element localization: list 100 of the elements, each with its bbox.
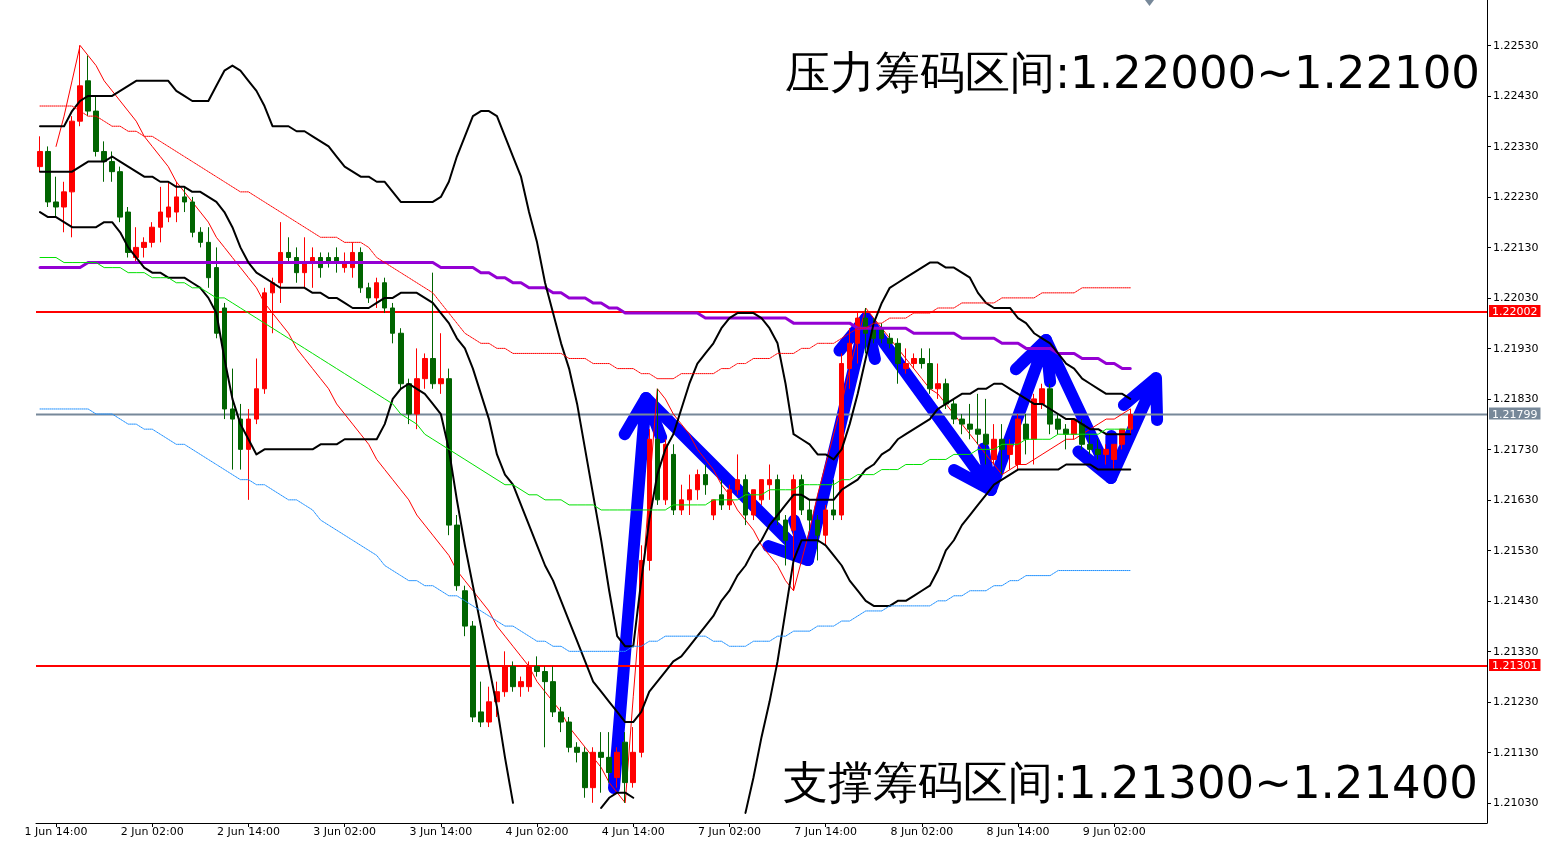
- y-tick-label: 1.22430: [1493, 89, 1539, 103]
- candlestick: [703, 464, 708, 496]
- candlestick: [943, 378, 949, 410]
- candlestick: [919, 347, 925, 370]
- y-tick-label: 1.21430: [1493, 594, 1539, 608]
- candlestick: [1039, 383, 1045, 410]
- y-tick-label: 1.21730: [1493, 442, 1539, 456]
- candlestick: [935, 363, 941, 400]
- candlestick: [991, 423, 997, 466]
- candlestick: [735, 453, 740, 496]
- candlestick: [1031, 393, 1037, 466]
- candlestick: [486, 686, 492, 728]
- candlestick: [109, 150, 115, 183]
- candlestick: [751, 489, 756, 521]
- candlestick: [711, 499, 716, 521]
- candlestick: [182, 186, 187, 213]
- y-tick-label: 1.21130: [1493, 745, 1539, 759]
- candlestick: [999, 423, 1005, 476]
- candlestick: [470, 620, 476, 723]
- y-tick-label: 1.21030: [1493, 796, 1539, 810]
- candlestick: [101, 140, 107, 183]
- candlestick: [190, 196, 195, 238]
- y-tick-label: 1.22230: [1493, 190, 1539, 204]
- candlestick: [398, 327, 404, 390]
- candlestick: [478, 681, 484, 728]
- candlestick: [687, 474, 692, 516]
- candlestick: [927, 347, 933, 395]
- candlestick: [951, 398, 957, 425]
- x-tick-label: 4 Jun 14:00: [601, 825, 665, 838]
- x-tick-label: 2 Jun 02:00: [120, 825, 184, 838]
- candlestick: [510, 660, 516, 693]
- x-tick-label: 9 Jun 02:00: [1082, 825, 1146, 838]
- candlestick: [1111, 443, 1117, 471]
- candlestick: [1087, 433, 1093, 455]
- candlestick: [558, 706, 564, 733]
- candlestick: [1095, 438, 1101, 460]
- candlestick: [374, 277, 379, 309]
- x-tick-label: 4 Jun 02:00: [505, 825, 569, 838]
- candlestick: [1023, 413, 1029, 455]
- candlestick: [166, 181, 171, 223]
- candlestick: [69, 115, 75, 238]
- candlestick: [975, 393, 981, 445]
- candlestick: [630, 726, 636, 789]
- candlestick: [887, 332, 893, 349]
- x-tick-label: 2 Jun 14:00: [216, 825, 280, 838]
- candlestick: [422, 352, 428, 390]
- candlestick: [1007, 438, 1013, 471]
- line-series: [39, 257, 1131, 511]
- ref-line-label: 1.22002: [1492, 305, 1538, 319]
- candlestick: [598, 731, 604, 794]
- candlestick: [895, 337, 901, 385]
- candlestick: [414, 347, 420, 430]
- candlestick: [550, 665, 556, 718]
- x-tick-label: 7 Jun 02:00: [697, 825, 761, 838]
- y-tick-label: 1.21230: [1493, 695, 1539, 709]
- candlestick: [783, 514, 788, 566]
- candlestick: [198, 226, 203, 248]
- candlestick: [614, 746, 620, 789]
- candlestick: [1063, 423, 1069, 450]
- line-series: [39, 408, 1131, 652]
- candlestick: [406, 378, 412, 425]
- candlestick: [358, 246, 363, 294]
- candlestick: [382, 277, 387, 314]
- y-tick-label: 1.22530: [1493, 38, 1539, 52]
- x-tick-label: 3 Jun 02:00: [313, 825, 377, 838]
- candlestick: [446, 368, 452, 536]
- x-tick-label: 7 Jun 14:00: [794, 825, 858, 838]
- candlestick: [45, 145, 51, 208]
- ref-line-label: 1.21301: [1492, 658, 1538, 672]
- candlestick: [663, 438, 668, 506]
- candlestick: [534, 655, 540, 678]
- candlestick: [61, 181, 67, 233]
- candlestick: [1103, 443, 1109, 466]
- y-tick-label: 1.21630: [1493, 493, 1539, 507]
- candlestick: [1047, 383, 1053, 435]
- candlestick: [518, 676, 524, 698]
- candlestick: [695, 469, 700, 501]
- candlestick: [622, 731, 628, 804]
- candlestick: [302, 236, 307, 289]
- line-series: [38, 261, 1132, 371]
- candlestick: [566, 716, 572, 753]
- candlestick: [85, 55, 91, 117]
- y-tick-label: 1.21930: [1493, 341, 1539, 355]
- candlestick: [959, 413, 965, 435]
- candlestick: [542, 665, 548, 748]
- candlestick: [174, 181, 179, 223]
- candlestick: [141, 236, 147, 258]
- candlestick: [125, 206, 131, 258]
- candlestick: [823, 504, 828, 546]
- candlestick: [903, 347, 909, 375]
- candlestick: [158, 186, 163, 243]
- x-tick-label: 8 Jun 02:00: [890, 825, 954, 838]
- annotation: 支撑筹码区间:1.21300~1.21400: [782, 756, 1479, 809]
- candlestick: [759, 479, 764, 506]
- y-tick-label: 1.22130: [1493, 240, 1539, 254]
- candlestick: [815, 514, 820, 561]
- candlestick: [133, 226, 139, 264]
- candlestick: [454, 514, 460, 592]
- candlestick: [606, 731, 612, 784]
- candlestick: [430, 272, 436, 390]
